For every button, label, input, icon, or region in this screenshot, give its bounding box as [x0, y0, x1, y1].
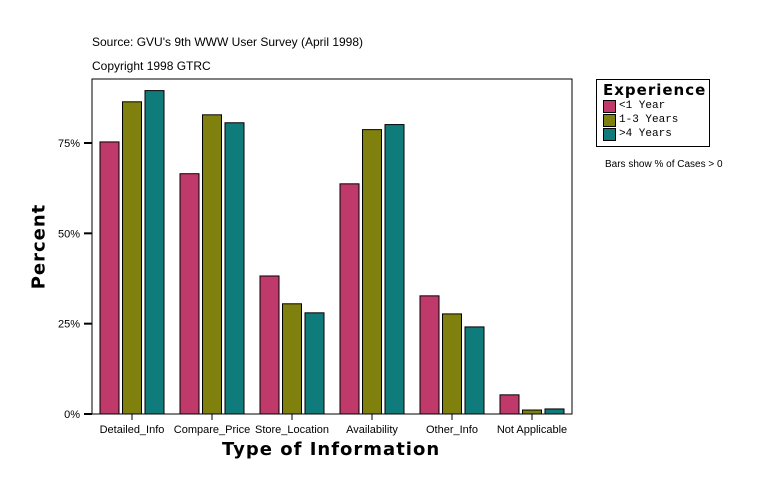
- bar: [282, 303, 302, 415]
- legend-title: Experience: [603, 81, 707, 99]
- x-axis-label: Type of Information: [222, 439, 441, 460]
- legend-label: 1-3 Years: [619, 114, 679, 126]
- y-tick-label: 50%: [58, 228, 80, 240]
- bar: [362, 129, 382, 415]
- bar: [304, 312, 325, 415]
- bar: [442, 313, 462, 415]
- x-tick-label: Other_Info: [426, 424, 478, 436]
- bar: [464, 326, 485, 415]
- legend-item: <1 Year: [603, 99, 709, 113]
- legend-label: <1 Year: [619, 100, 666, 112]
- x-tick-label: Compare_Price: [174, 424, 250, 436]
- x-tick-label: Detailed_Info: [100, 424, 165, 436]
- legend-label: >4 Years: [619, 128, 672, 140]
- bar: [224, 122, 245, 415]
- y-tick-label: 25%: [58, 319, 80, 331]
- x-tick-label: Availability: [346, 424, 398, 436]
- bar: [499, 394, 520, 415]
- bar: [259, 275, 280, 415]
- chart-subtitle: Copyright 1998 GTRC: [92, 59, 211, 73]
- bar: [202, 114, 222, 415]
- x-tick-label: Not Applicable: [497, 424, 567, 436]
- bar: [384, 124, 405, 415]
- bar: [544, 408, 565, 415]
- legend-item: 1-3 Years: [603, 113, 709, 127]
- x-tick-label: Store_Location: [255, 424, 329, 436]
- legend-swatch: [603, 127, 616, 141]
- legend: Experience <1 Year 1-3 Years >4 Years: [596, 79, 710, 147]
- bar: [122, 101, 142, 415]
- bar: [144, 90, 165, 415]
- chart-title: Source: GVU's 9th WWW User Survey (April…: [92, 35, 364, 49]
- bar: [179, 173, 200, 415]
- plot-frame: [91, 78, 573, 415]
- bar: [522, 409, 542, 415]
- legend-swatch: [603, 99, 616, 113]
- bar: [419, 295, 440, 415]
- y-tick-label: 75%: [58, 138, 80, 150]
- note: Bars show % of Cases > 0: [605, 159, 723, 170]
- bar: [339, 183, 360, 415]
- bar: [99, 141, 120, 415]
- y-tick-label: 0%: [64, 409, 80, 421]
- legend-swatch: [603, 113, 616, 127]
- legend-item: >4 Years: [603, 127, 709, 141]
